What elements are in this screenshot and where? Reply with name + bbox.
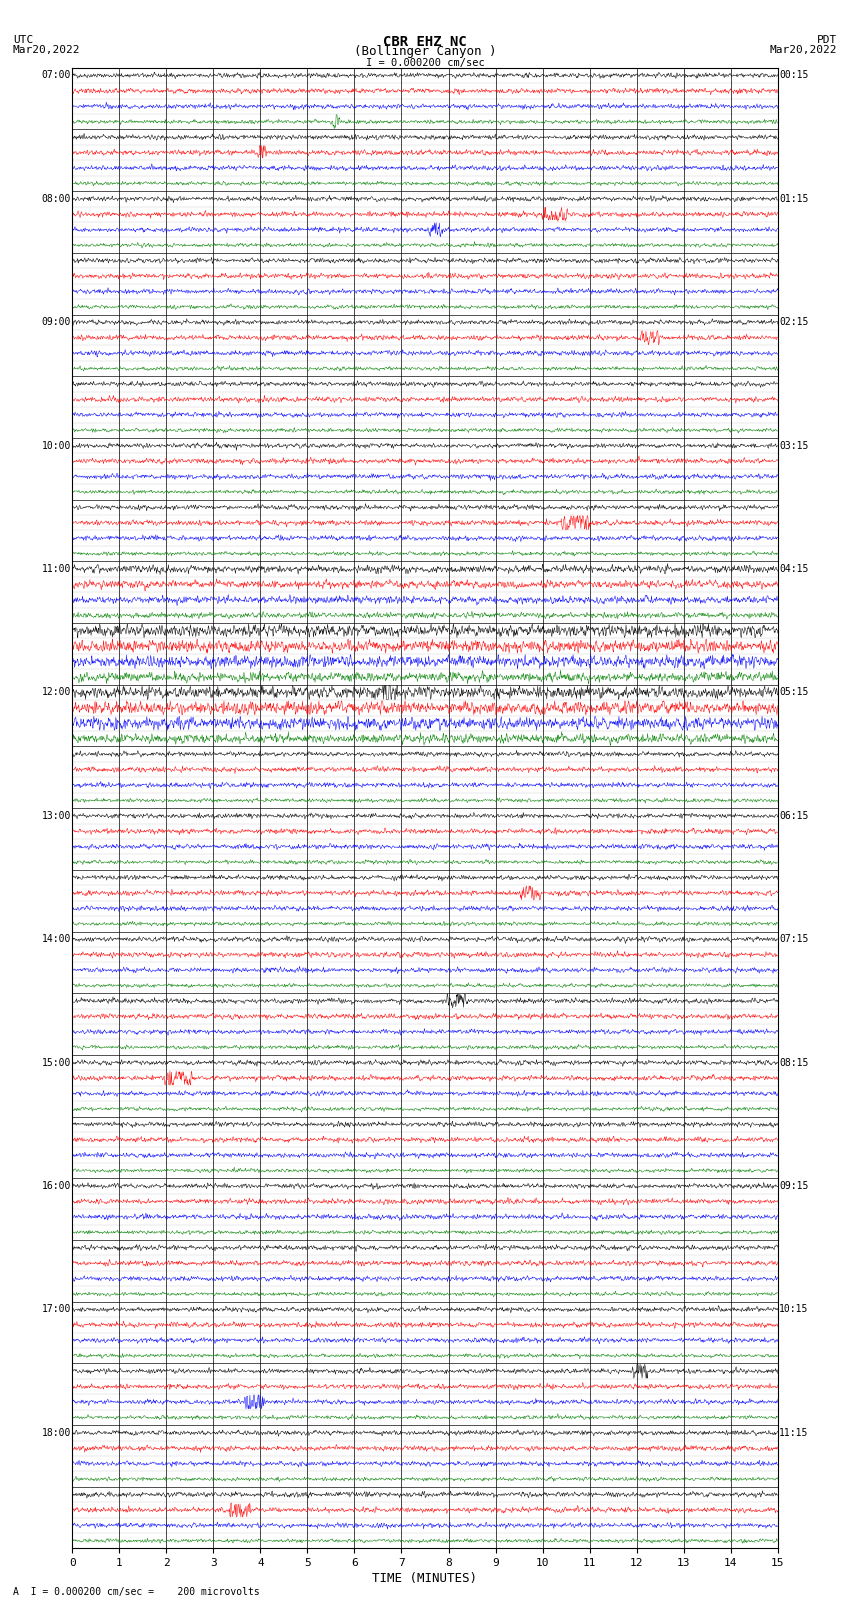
Text: 17:00: 17:00 (42, 1305, 71, 1315)
Text: 07:15: 07:15 (779, 934, 808, 944)
Text: 08:00: 08:00 (42, 194, 71, 203)
Text: 07:00: 07:00 (42, 71, 71, 81)
Text: 09:00: 09:00 (42, 318, 71, 327)
Text: Mar20,2022: Mar20,2022 (13, 45, 80, 55)
Text: 05:15: 05:15 (779, 687, 808, 697)
X-axis label: TIME (MINUTES): TIME (MINUTES) (372, 1573, 478, 1586)
Text: 14:00: 14:00 (42, 934, 71, 944)
Text: 09:15: 09:15 (779, 1181, 808, 1190)
Text: 08:15: 08:15 (779, 1058, 808, 1068)
Text: 06:15: 06:15 (779, 811, 808, 821)
Text: CBR EHZ NC: CBR EHZ NC (383, 35, 467, 48)
Text: 03:15: 03:15 (779, 440, 808, 450)
Text: A  I = 0.000200 cm/sec =    200 microvolts: A I = 0.000200 cm/sec = 200 microvolts (13, 1587, 259, 1597)
Text: 02:15: 02:15 (779, 318, 808, 327)
Text: (Bollinger Canyon ): (Bollinger Canyon ) (354, 45, 496, 58)
Text: 16:00: 16:00 (42, 1181, 71, 1190)
Text: 13:00: 13:00 (42, 811, 71, 821)
Text: 11:00: 11:00 (42, 565, 71, 574)
Text: PDT: PDT (817, 35, 837, 45)
Text: 18:00: 18:00 (42, 1428, 71, 1437)
Text: UTC: UTC (13, 35, 33, 45)
Text: 12:00: 12:00 (42, 687, 71, 697)
Text: 11:15: 11:15 (779, 1428, 808, 1437)
Text: Mar20,2022: Mar20,2022 (770, 45, 837, 55)
Text: 15:00: 15:00 (42, 1058, 71, 1068)
Text: 00:15: 00:15 (779, 71, 808, 81)
Text: 10:00: 10:00 (42, 440, 71, 450)
Text: 10:15: 10:15 (779, 1305, 808, 1315)
Text: I = 0.000200 cm/sec: I = 0.000200 cm/sec (366, 58, 484, 68)
Text: 04:15: 04:15 (779, 565, 808, 574)
Text: 01:15: 01:15 (779, 194, 808, 203)
